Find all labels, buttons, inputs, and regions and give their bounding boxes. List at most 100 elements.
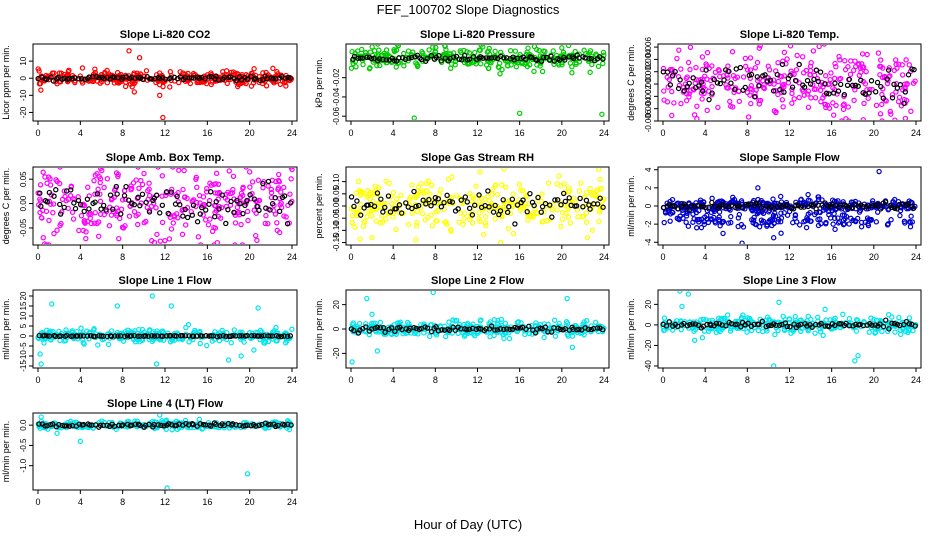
points-layer [348,168,607,244]
data-point [432,194,439,201]
data-point [405,58,411,64]
data-point [254,237,260,244]
data-point [892,329,898,335]
data-point [855,83,861,89]
data-point [51,230,57,237]
data-point [371,203,378,210]
data-point [369,234,375,241]
data-point [892,57,899,63]
x-tick-label: 24 [287,497,297,507]
data-point [879,328,885,335]
data-point [199,204,205,211]
data-point [263,212,269,219]
data-point [721,315,727,321]
data-point [696,216,702,223]
data-point [398,192,404,199]
data-point [889,314,895,320]
data-point [198,242,204,244]
data-point [528,213,534,220]
data-point [128,187,134,193]
data-point [557,326,563,333]
x-tick-label: 4 [703,375,708,385]
data-point [161,423,167,429]
data-point [481,231,487,238]
x-tick-label: 8 [120,128,125,138]
data-point [563,319,570,325]
data-point [75,197,82,204]
points-layer [660,45,918,120]
x-tick-label: 4 [703,252,708,262]
data-point [154,328,160,334]
data-point [861,100,867,107]
data-point [661,315,668,321]
data-point [873,219,880,225]
data-point [744,329,750,335]
data-point [374,324,380,330]
data-point [162,237,168,244]
data-point [443,219,449,225]
data-point [783,61,789,67]
data-point [892,117,898,120]
data-point [101,184,107,191]
data-point [852,218,859,224]
data-point [212,214,218,220]
data-point [230,173,237,179]
x-tick-label: 12 [160,128,170,138]
data-point [801,219,807,225]
data-point [551,58,558,64]
data-point [662,210,669,216]
data-point [135,194,141,201]
y-tick-label: -10 [19,350,28,362]
data-point [807,81,814,87]
data-point [76,227,82,234]
y-tick-label: -15 [19,360,28,372]
data-point [573,59,579,66]
data-point [79,65,86,71]
data-point [760,218,767,224]
data-point [98,206,104,212]
data-point [136,339,143,345]
data-point [542,48,548,55]
data-point [663,323,670,329]
data-point [550,48,556,54]
data-point [421,321,427,327]
data-point [871,316,877,323]
data-point [218,204,225,211]
panel-title: Slope Gas Stream RH [421,152,534,164]
data-point [842,58,848,64]
data-point [353,64,359,70]
data-point [44,180,50,186]
data-point [583,197,590,204]
data-point [184,214,191,221]
data-point [876,168,882,175]
data-point [203,333,209,339]
data-point [875,50,882,56]
data-point [888,111,894,117]
data-point [598,185,605,192]
data-point [270,75,276,82]
data-point [478,61,484,67]
data-point [200,334,206,340]
data-point [278,200,284,206]
data-point [683,213,690,219]
y-tick-label: -0.05 [19,218,28,237]
data-point [660,65,667,72]
data-point [464,327,470,333]
data-point [891,81,897,88]
data-point [513,64,520,70]
data-point [497,208,504,214]
y-tick-label: -0.006 [644,109,653,132]
x-tick-label: 8 [745,252,750,262]
data-point [469,212,476,218]
data-point [715,67,722,73]
x-tick-label: 20 [557,375,567,385]
data-point [57,211,64,217]
data-point [245,217,251,224]
data-point [144,204,150,211]
data-point [669,73,676,79]
data-point [142,422,149,429]
data-point [201,78,207,85]
data-point [197,421,204,427]
data-point [904,201,911,207]
